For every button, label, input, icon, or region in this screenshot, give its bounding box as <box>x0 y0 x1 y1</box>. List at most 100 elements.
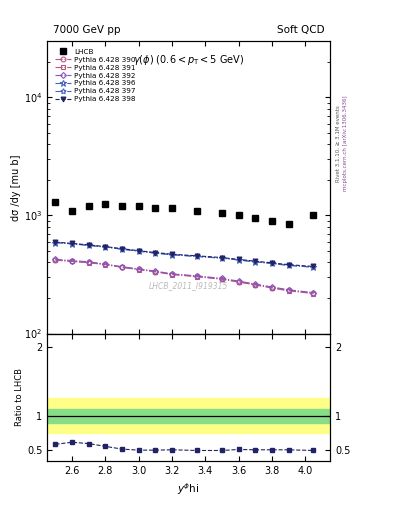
Pythia 6.428 392 <box>86 259 91 265</box>
Pythia 6.428 397 <box>220 255 224 261</box>
Pythia 6.428 392 <box>236 278 241 284</box>
Pythia 6.428 392 <box>286 287 291 293</box>
LHCB <box>270 218 274 224</box>
Pythia 6.428 390 <box>236 279 241 285</box>
Pythia 6.428 396 <box>311 264 316 270</box>
Pythia 6.428 392 <box>53 257 58 263</box>
LHCB <box>253 215 257 221</box>
Pythia 6.428 391 <box>286 288 291 294</box>
Pythia 6.428 391 <box>153 269 158 275</box>
Pythia 6.428 398 <box>170 251 174 257</box>
Pythia 6.428 397 <box>270 261 274 267</box>
Text: $\gamma(\phi)\ (0.6 < p_{\rm T} < 5\ \rm{GeV})$: $\gamma(\phi)\ (0.6 < p_{\rm T} < 5\ \rm… <box>133 53 244 67</box>
Pythia 6.428 397 <box>103 244 108 250</box>
Pythia 6.428 396 <box>170 252 174 258</box>
Pythia 6.428 390 <box>70 258 75 264</box>
Pythia 6.428 398 <box>53 239 58 245</box>
Pythia 6.428 392 <box>253 281 257 287</box>
Pythia 6.428 397 <box>86 242 91 248</box>
Pythia 6.428 396 <box>195 253 199 260</box>
Pythia 6.428 396 <box>270 261 274 267</box>
Pythia 6.428 390 <box>153 268 158 274</box>
LHCB <box>286 221 291 227</box>
Pythia 6.428 391 <box>236 279 241 285</box>
Pythia 6.428 390 <box>86 260 91 266</box>
Pythia 6.428 398 <box>136 248 141 254</box>
Pythia 6.428 398 <box>270 260 274 266</box>
Pythia 6.428 390 <box>170 271 174 278</box>
Pythia 6.428 390 <box>136 266 141 272</box>
Pythia 6.428 390 <box>286 287 291 293</box>
Pythia 6.428 397 <box>53 240 58 246</box>
Y-axis label: Ratio to LHCB: Ratio to LHCB <box>15 368 24 426</box>
Pythia 6.428 396 <box>120 246 125 252</box>
Pythia 6.428 397 <box>120 246 125 252</box>
Pythia 6.428 397 <box>286 262 291 268</box>
LHCB <box>53 199 58 205</box>
LHCB <box>153 205 158 211</box>
Pythia 6.428 390 <box>120 264 125 270</box>
Pythia 6.428 390 <box>103 261 108 267</box>
Pythia 6.428 397 <box>70 241 75 247</box>
Text: mcplots.cern.ch [arXiv:1306.3436]: mcplots.cern.ch [arXiv:1306.3436] <box>343 96 348 191</box>
LHCB <box>103 201 108 207</box>
Pythia 6.428 398 <box>253 258 257 264</box>
LHCB <box>220 210 224 216</box>
Pythia 6.428 397 <box>195 253 199 260</box>
Pythia 6.428 396 <box>220 255 224 261</box>
Text: Rivet 3.1.10, ≥ 3.1M events: Rivet 3.1.10, ≥ 3.1M events <box>336 105 341 182</box>
Pythia 6.428 391 <box>311 290 316 296</box>
LHCB <box>170 205 174 211</box>
Pythia 6.428 391 <box>170 271 174 278</box>
Line: Pythia 6.428 397: Pythia 6.428 397 <box>53 240 316 270</box>
Pythia 6.428 398 <box>311 263 316 269</box>
Legend: LHCB, Pythia 6.428 390, Pythia 6.428 391, Pythia 6.428 392, Pythia 6.428 396, Py: LHCB, Pythia 6.428 390, Pythia 6.428 391… <box>53 48 137 103</box>
Bar <box>47 397 330 433</box>
Pythia 6.428 391 <box>70 259 75 265</box>
Pythia 6.428 391 <box>136 267 141 273</box>
LHCB <box>236 212 241 219</box>
Pythia 6.428 398 <box>153 249 158 255</box>
Pythia 6.428 397 <box>136 248 141 254</box>
Pythia 6.428 392 <box>103 261 108 267</box>
Pythia 6.428 392 <box>220 275 224 282</box>
Pythia 6.428 396 <box>53 240 58 246</box>
Pythia 6.428 396 <box>286 262 291 268</box>
Pythia 6.428 397 <box>170 252 174 258</box>
Line: LHCB: LHCB <box>52 199 317 227</box>
Pythia 6.428 391 <box>120 264 125 270</box>
Pythia 6.428 390 <box>220 276 224 282</box>
Pythia 6.428 392 <box>270 284 274 290</box>
Pythia 6.428 396 <box>236 257 241 263</box>
Pythia 6.428 392 <box>170 271 174 277</box>
LHCB <box>311 212 316 219</box>
LHCB <box>86 203 91 209</box>
Pythia 6.428 392 <box>311 290 316 296</box>
Pythia 6.428 392 <box>70 258 75 264</box>
Pythia 6.428 398 <box>236 257 241 263</box>
Pythia 6.428 398 <box>86 242 91 248</box>
Pythia 6.428 390 <box>253 282 257 288</box>
Pythia 6.428 391 <box>270 285 274 291</box>
Pythia 6.428 396 <box>136 248 141 254</box>
LHCB <box>195 207 199 214</box>
Pythia 6.428 397 <box>253 259 257 265</box>
Pythia 6.428 390 <box>270 285 274 291</box>
Pythia 6.428 390 <box>311 290 316 296</box>
Pythia 6.428 398 <box>120 246 125 252</box>
Pythia 6.428 392 <box>153 268 158 274</box>
X-axis label: $y^{\phi}$hi: $y^{\phi}$hi <box>177 481 200 497</box>
Text: 7000 GeV pp: 7000 GeV pp <box>53 25 120 35</box>
Line: Pythia 6.428 398: Pythia 6.428 398 <box>53 240 316 269</box>
Pythia 6.428 391 <box>195 273 199 280</box>
Pythia 6.428 392 <box>195 273 199 279</box>
Text: LHCB_2011_I919315: LHCB_2011_I919315 <box>149 281 228 290</box>
Pythia 6.428 391 <box>53 257 58 263</box>
Pythia 6.428 398 <box>70 240 75 246</box>
Text: Soft QCD: Soft QCD <box>277 25 325 35</box>
Line: Pythia 6.428 396: Pythia 6.428 396 <box>52 240 317 270</box>
Pythia 6.428 396 <box>86 242 91 248</box>
Pythia 6.428 390 <box>53 257 58 263</box>
Bar <box>47 409 330 423</box>
Pythia 6.428 398 <box>286 262 291 268</box>
